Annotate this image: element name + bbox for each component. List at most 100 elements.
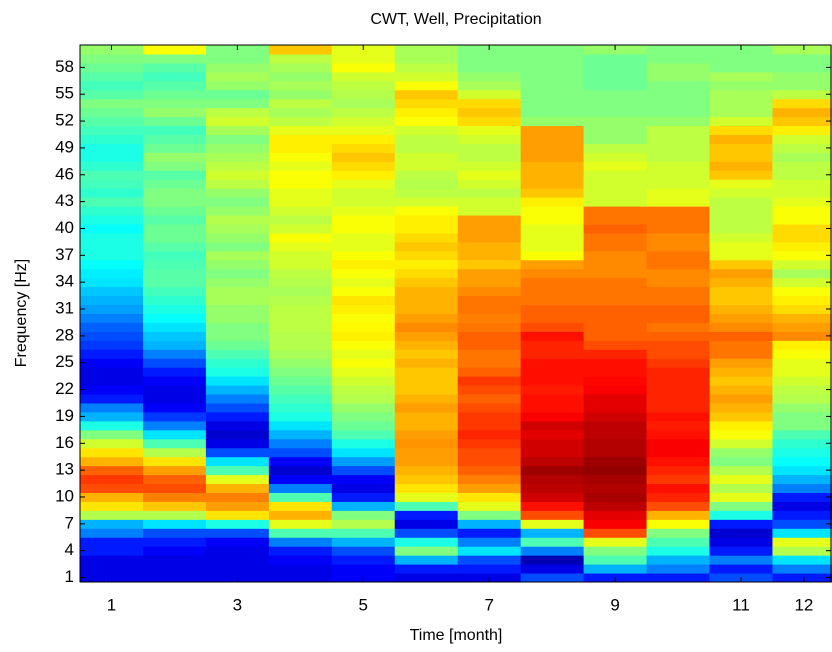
heatmap-cell [331, 250, 396, 261]
heatmap-cell [520, 510, 585, 520]
heatmap-cell [205, 170, 270, 180]
heatmap-cell [772, 358, 832, 368]
heatmap-cell [205, 367, 270, 377]
heatmap-cell [205, 116, 270, 127]
heatmap-cell [583, 528, 648, 538]
heatmap-cell [394, 232, 459, 243]
heatmap-cell [457, 134, 522, 144]
heatmap-cell [331, 519, 396, 529]
heatmap-cell [80, 331, 144, 341]
heatmap-cell [268, 268, 333, 279]
heatmap-cell [80, 546, 144, 556]
heatmap-cell [457, 340, 522, 350]
heatmap-cell [205, 474, 270, 485]
heatmap-cell [331, 447, 396, 458]
heatmap-cell [646, 411, 711, 422]
heatmap-cell [646, 528, 711, 538]
heatmap-cell [520, 411, 585, 422]
heatmap-cell [583, 429, 648, 440]
heatmap-cell [583, 107, 648, 118]
heatmap-cell [457, 510, 522, 520]
heatmap-cell [709, 250, 773, 261]
heatmap-cell [520, 89, 585, 100]
heatmap-cell [772, 107, 832, 118]
heatmap-cell [772, 510, 832, 520]
heatmap-cell [80, 465, 144, 476]
heatmap-cell [80, 188, 144, 198]
heatmap-cell [205, 224, 270, 234]
heatmap-cell [331, 143, 396, 153]
heatmap-cell [646, 206, 711, 216]
heatmap-cell [457, 71, 522, 82]
heatmap-cell [457, 385, 522, 395]
heatmap-cell [268, 98, 333, 109]
heatmap-cell [646, 474, 711, 485]
heatmap-cell [772, 152, 832, 162]
heatmap-cell [142, 510, 207, 520]
heatmap-cell [142, 116, 207, 127]
plot-frame [79, 44, 832, 583]
heatmap-cell [331, 528, 396, 538]
heatmap-cell [709, 385, 773, 395]
heatmap-cell [80, 394, 144, 404]
y-tick-label: 40 [55, 218, 74, 237]
heatmap-cell [583, 403, 648, 413]
heatmap-cell [142, 564, 207, 574]
heatmap-cell [583, 394, 648, 404]
heatmap-cell [331, 224, 396, 234]
heatmap-cell [709, 224, 773, 234]
heatmap-cell [457, 250, 522, 261]
heatmap-cell [268, 134, 333, 144]
heatmap-cell [205, 501, 270, 511]
heatmap-cell [520, 295, 585, 306]
heatmap-cell [394, 259, 459, 270]
heatmap-cell [457, 411, 522, 422]
heatmap-cell [205, 134, 270, 144]
heatmap-cell [520, 420, 585, 431]
heatmap-cell [394, 89, 459, 100]
heatmap-cell [80, 152, 144, 162]
heatmap-cell [520, 403, 585, 413]
heatmap-cell [583, 438, 648, 449]
heatmap-cell [520, 501, 585, 511]
heatmap-cell [457, 537, 522, 547]
heatmap-cell [331, 206, 396, 216]
heatmap-cell [646, 394, 711, 404]
heatmap-cell [394, 53, 459, 64]
heatmap-cell [709, 403, 773, 413]
heatmap-cell [268, 161, 333, 171]
heatmap-cell [394, 438, 459, 449]
x-tick-label: 3 [233, 595, 242, 614]
heatmap-cell [709, 474, 773, 485]
heatmap-cell [709, 89, 773, 100]
heatmap-cell [457, 313, 522, 323]
heatmap-cell [80, 80, 144, 91]
heatmap-cell [142, 286, 207, 297]
heatmap-cell [268, 555, 333, 565]
heatmap-cell [772, 501, 832, 511]
heatmap-cell [583, 89, 648, 100]
heatmap-cell [646, 429, 711, 440]
heatmap-cell [709, 277, 773, 288]
heatmap-cell [583, 510, 648, 520]
heatmap-cell [457, 447, 522, 458]
heatmap-cell [142, 259, 207, 270]
heatmap-cell [457, 161, 522, 171]
heatmap-cell [142, 197, 207, 207]
heatmap-cell [205, 528, 270, 538]
heatmap-cell [142, 206, 207, 216]
heatmap-cell [268, 394, 333, 404]
heatmap-cell [394, 286, 459, 297]
heatmap-cell [142, 492, 207, 502]
heatmap-cell [268, 304, 333, 314]
heatmap-cell [520, 250, 585, 261]
heatmap-cell [457, 501, 522, 511]
heatmap-cell [142, 125, 207, 135]
heatmap-cell [80, 268, 144, 279]
heatmap-cell [394, 510, 459, 520]
heatmap-cell [268, 411, 333, 422]
heatmap-cell [142, 376, 207, 386]
heatmap-cell [331, 62, 396, 73]
heatmap-cell [709, 161, 773, 171]
